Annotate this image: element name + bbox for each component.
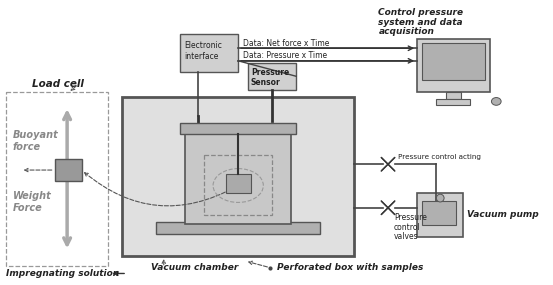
Bar bbox=[422, 201, 456, 225]
Bar bbox=[417, 38, 489, 92]
Bar bbox=[436, 99, 470, 105]
Circle shape bbox=[436, 194, 444, 202]
Bar bbox=[6, 92, 108, 266]
Bar bbox=[156, 222, 320, 234]
Text: Data: Net force x Time: Data: Net force x Time bbox=[243, 39, 330, 48]
Text: Control pressure: Control pressure bbox=[378, 8, 463, 17]
Ellipse shape bbox=[492, 97, 501, 105]
Bar bbox=[122, 97, 354, 256]
Text: valves: valves bbox=[394, 232, 419, 241]
Text: Perforated box with samples: Perforated box with samples bbox=[277, 263, 423, 272]
Bar bbox=[422, 43, 484, 80]
Bar bbox=[226, 174, 251, 193]
Text: Pressure control acting: Pressure control acting bbox=[398, 154, 481, 160]
Polygon shape bbox=[381, 201, 395, 208]
Text: Force: Force bbox=[13, 203, 43, 213]
Text: Buoyant: Buoyant bbox=[13, 130, 59, 140]
Text: Vacuum pump: Vacuum pump bbox=[467, 210, 539, 219]
Polygon shape bbox=[381, 158, 395, 164]
Bar bbox=[180, 34, 238, 72]
Text: acquisition: acquisition bbox=[378, 27, 434, 36]
Text: Weight: Weight bbox=[13, 191, 52, 201]
Bar bbox=[185, 131, 291, 224]
Bar bbox=[446, 92, 461, 99]
Bar bbox=[417, 193, 463, 237]
Bar bbox=[205, 154, 272, 215]
Bar bbox=[248, 63, 296, 90]
Bar bbox=[180, 123, 296, 134]
Text: Pressure: Pressure bbox=[251, 68, 289, 77]
Text: Pressure: Pressure bbox=[394, 213, 427, 222]
Text: Data: Pressure x Time: Data: Pressure x Time bbox=[243, 52, 327, 60]
Text: Impregnating solution: Impregnating solution bbox=[6, 269, 119, 278]
Text: Vacuum chamber: Vacuum chamber bbox=[151, 263, 238, 272]
Text: Load cell: Load cell bbox=[32, 79, 84, 89]
Text: force: force bbox=[13, 142, 41, 152]
Bar bbox=[55, 159, 82, 181]
Polygon shape bbox=[381, 164, 395, 171]
Polygon shape bbox=[381, 208, 395, 215]
Text: system and data: system and data bbox=[378, 18, 463, 27]
Text: Electronic: Electronic bbox=[184, 41, 222, 50]
Text: Sensor: Sensor bbox=[251, 78, 280, 87]
Text: interface: interface bbox=[184, 52, 218, 62]
Text: control: control bbox=[394, 223, 421, 232]
